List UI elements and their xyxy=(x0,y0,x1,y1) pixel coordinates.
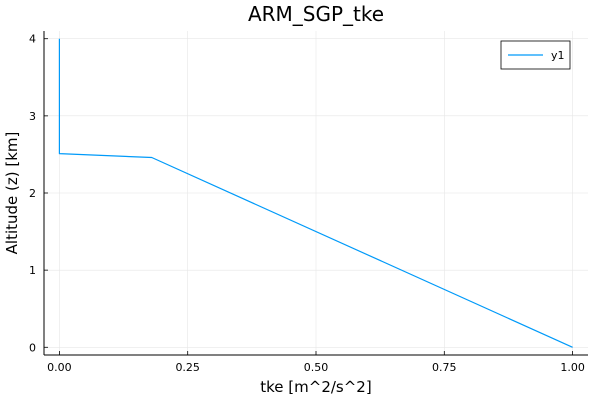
x-axis-label: tke [m^2/s^2] xyxy=(260,378,371,396)
x-tick-label-4: 1.00 xyxy=(560,361,585,374)
x-tick-label-0: 0.00 xyxy=(47,361,72,374)
y-tick-label-0: 0 xyxy=(29,341,36,354)
y-tick-label-2: 2 xyxy=(29,187,36,200)
legend-entry-y1: y1 xyxy=(551,49,565,62)
y-tick-label-3: 3 xyxy=(29,110,36,123)
x-tick-label-3: 0.75 xyxy=(432,361,457,374)
y-tick-label-4: 4 xyxy=(29,33,36,46)
legend: y1 xyxy=(500,40,571,70)
series xyxy=(58,38,573,348)
y-axis-label: Altitude (z) [km] xyxy=(3,132,21,255)
grid xyxy=(44,31,588,355)
series-line-y1 xyxy=(58,38,573,348)
ticks: 0.00 0.25 0.50 0.75 1.00 0 1 2 3 4 xyxy=(29,33,585,374)
x-tick-label-2: 0.50 xyxy=(304,361,329,374)
chart-title: ARM_SGP_tke xyxy=(248,2,384,26)
y-tick-label-1: 1 xyxy=(29,264,36,277)
x-tick-label-1: 0.25 xyxy=(175,361,200,374)
